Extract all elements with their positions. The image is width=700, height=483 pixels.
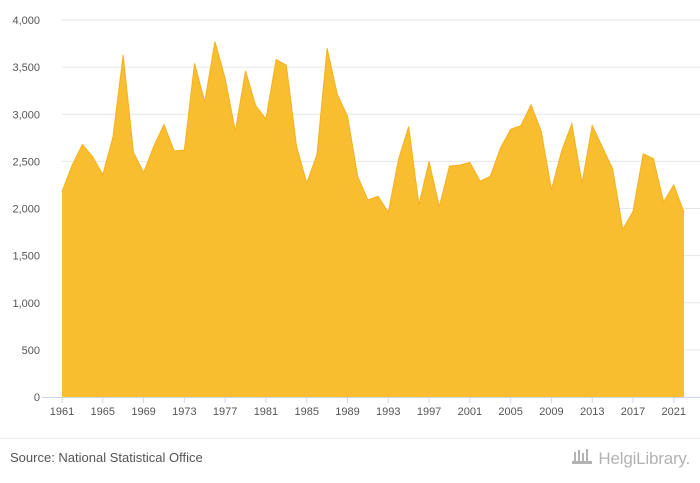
y-tick-label: 500 (22, 345, 40, 357)
area-series-line (61, 41, 685, 231)
brand-logo: HelgiLibrary. (571, 447, 690, 470)
x-axis: 1961 1965 1969 1973 1977 1981 1985 1989 1993 1997… (42, 397, 700, 418)
y-tick-label: 2,000 (12, 204, 40, 216)
area-series-fill (62, 41, 684, 398)
x-tick-label: 1965 (91, 406, 115, 418)
y-tick-label: 4,000 (12, 15, 40, 27)
y-axis: 0 500 1,000 1,500 2,000 2,500 3,000 3,500 4,000 (12, 15, 40, 404)
x-tick-label: 1997 (417, 406, 441, 418)
x-tick-label: 1981 (254, 406, 278, 418)
x-tick-label: 2017 (621, 406, 645, 418)
x-tick-label: 1973 (172, 406, 196, 418)
x-tick-label: 1969 (131, 406, 155, 418)
x-tick-label: 2021 (662, 406, 686, 418)
x-tick-label: 1993 (376, 406, 400, 418)
x-tick-label: 2005 (498, 406, 522, 418)
area-chart: 05001,0001,5002,0002,5003,0003,5004,000 … (12, 15, 700, 418)
area-series (61, 41, 685, 398)
x-tick-label: 2001 (458, 406, 482, 418)
source-note: Source: National Statistical Office (10, 450, 203, 465)
library-building-icon (571, 447, 593, 470)
y-tick-label: 3,500 (12, 62, 40, 74)
x-tick-label: 2013 (580, 406, 604, 418)
brand-name: HelgiLibrary. (598, 448, 690, 468)
x-tick-label: 1961 (50, 406, 74, 418)
x-tick-label: 1977 (213, 406, 237, 418)
footer-divider (0, 438, 700, 439)
y-tick-label: 1,500 (12, 251, 40, 263)
y-tick-label: 3,000 (12, 109, 40, 121)
y-tick-label: 1,000 (12, 298, 40, 310)
y-tick-label: 2,500 (12, 156, 40, 168)
x-tick-label: 2009 (539, 406, 563, 418)
y-tick-label: 0 (34, 392, 40, 404)
x-tick-label: 1985 (294, 406, 318, 418)
x-tick-label: 1989 (335, 406, 359, 418)
